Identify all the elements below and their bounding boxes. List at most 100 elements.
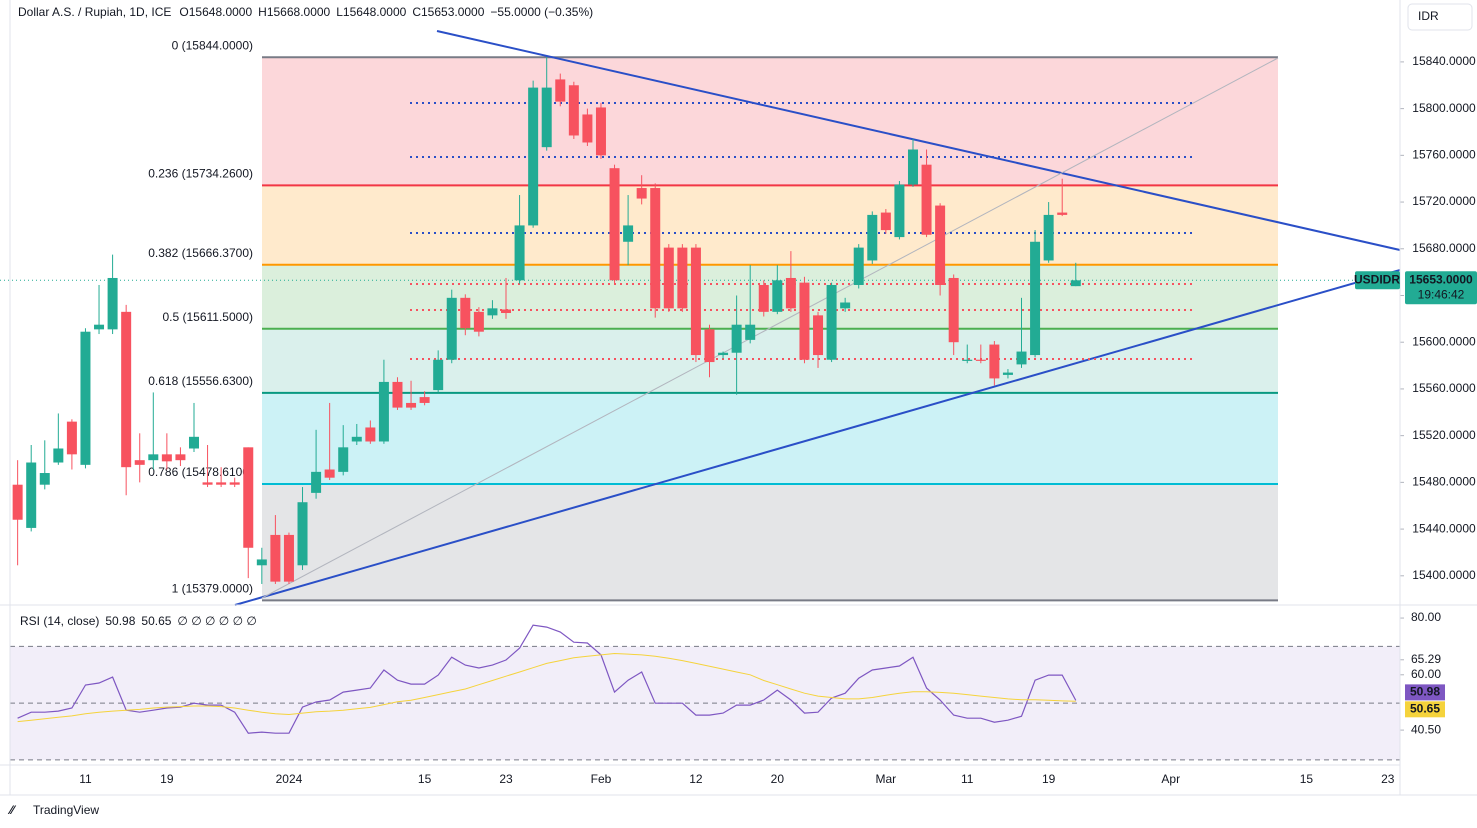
currency: IDR [1418, 9, 1439, 23]
chart-title: Dollar A.S. / Rupiah, 1D, ICE [18, 5, 171, 19]
y-tick-label: 15800.0000 [1412, 101, 1476, 115]
rsi-title: RSI (14, close) [20, 614, 99, 628]
candle-body [799, 282, 810, 360]
rsi-y-tick-label: 60.00 [1411, 667, 1441, 681]
rsi-y-tick-label: 40.50 [1411, 722, 1441, 736]
candle-body [690, 247, 701, 356]
x-tick-label: 11 [79, 772, 92, 786]
candle-body [501, 309, 512, 314]
candle-body [989, 344, 1000, 379]
rsi-value-label: 50.98 [1410, 685, 1440, 699]
candle-body [134, 460, 145, 465]
fib-zone [262, 328, 1278, 393]
x-tick-label: 11 [961, 772, 974, 786]
candle-body [419, 397, 430, 403]
candle-body [406, 402, 417, 408]
candle-body [175, 454, 186, 461]
y-tick-label: 15760.0000 [1412, 148, 1476, 162]
candle-body [256, 559, 267, 566]
brand-logo: ⁄⁄ [7, 803, 17, 817]
rsi-header-value: 50.65 [141, 614, 171, 628]
candle-body [446, 297, 457, 360]
candle-body [650, 188, 661, 309]
candle-body [907, 149, 918, 185]
candle-body [514, 225, 525, 281]
fib-zone [262, 483, 1278, 601]
candle-body [188, 436, 199, 449]
rsi-empty-marks: ∅ ∅ ∅ ∅ ∅ ∅ [177, 614, 256, 628]
candle-body [433, 359, 444, 391]
ohlc-letter: C [412, 5, 421, 19]
candle-body [1030, 241, 1041, 356]
candle-body [26, 462, 37, 528]
candle-body [718, 352, 729, 356]
candle-body [378, 381, 389, 442]
candle-body [338, 447, 349, 472]
fib-label: 0 (15844.0000) [172, 38, 253, 52]
rsi-y-tick-label: 80.00 [1411, 610, 1441, 624]
candle-body [1043, 214, 1054, 261]
y-tick-label: 15520.0000 [1412, 428, 1476, 442]
candle-body [962, 359, 973, 361]
rsi-value-label: 50.65 [1410, 701, 1440, 715]
rsi-y-tick-label: 65.29 [1411, 652, 1441, 666]
brand: ⁄⁄ TradingView [7, 803, 99, 817]
last-price-label: 15653.0000 [1409, 272, 1473, 286]
candle-body [880, 212, 891, 231]
rsi-line [17, 624, 1077, 734]
ohlc-value: 15648.0000 [343, 5, 407, 19]
candle-body [324, 469, 335, 478]
fib-label: 0.786 (15478.6100) [148, 465, 253, 479]
candle-body [541, 87, 552, 148]
x-tick-label: 2024 [276, 772, 303, 786]
y-tick-label: 15680.0000 [1412, 241, 1476, 255]
x-tick-label: 15 [1300, 772, 1314, 786]
x-tick-label: 20 [771, 772, 785, 786]
candle-body [243, 447, 254, 548]
brand-name: TradingView [33, 803, 99, 817]
fib-label: 0.618 (15556.6300) [148, 374, 253, 388]
x-tick-label: 19 [1042, 772, 1056, 786]
y-tick-label: 15440.0000 [1412, 521, 1476, 535]
candle-body [107, 277, 118, 330]
y-tick-label: 15600.0000 [1412, 334, 1476, 348]
x-tick-label: 12 [689, 772, 703, 786]
candle-body [53, 448, 64, 463]
fib-zone [262, 392, 1278, 484]
candle-body [568, 85, 579, 136]
candle-body [460, 297, 471, 329]
candle-body [365, 427, 376, 442]
candle-body [1070, 280, 1081, 287]
candle-body [935, 205, 946, 285]
candle-body [487, 308, 498, 316]
ohlc-letter: H [258, 5, 267, 19]
y-tick-label: 15480.0000 [1412, 475, 1476, 489]
rsi-value-tag [1405, 701, 1445, 718]
candle-body [528, 87, 539, 226]
symbol-label: USDIDR [1354, 272, 1400, 286]
rsi-value-tag [1405, 684, 1445, 701]
candle-body [351, 436, 362, 442]
candle-body [121, 311, 132, 468]
candle-body [772, 280, 783, 312]
y-tick-label: 15560.0000 [1412, 381, 1476, 395]
x-tick-label: 15 [418, 772, 432, 786]
level-lines [410, 102, 1195, 360]
candle-body [297, 502, 308, 566]
y-tick-label: 15400.0000 [1412, 568, 1476, 582]
candle-body [202, 482, 213, 485]
plot-area: 0 (15844.0000) 0.236 (15734.2600) 0.382 (1… [0, 38, 1476, 786]
countdown: 19:46:42 [1418, 287, 1465, 301]
rsi-header-value: 50.98 [105, 614, 135, 628]
currency-box[interactable] [1407, 3, 1473, 31]
candle-body [39, 473, 50, 485]
candle-body [1057, 212, 1068, 215]
candle-body [867, 214, 878, 261]
candle-body [595, 107, 606, 156]
fib-trend [261, 57, 1279, 599]
ohlc-header: O 15648.0000 H 15668.0000 L 15648.0000 C 15653.… [179, 5, 593, 19]
candle-body [840, 302, 851, 309]
